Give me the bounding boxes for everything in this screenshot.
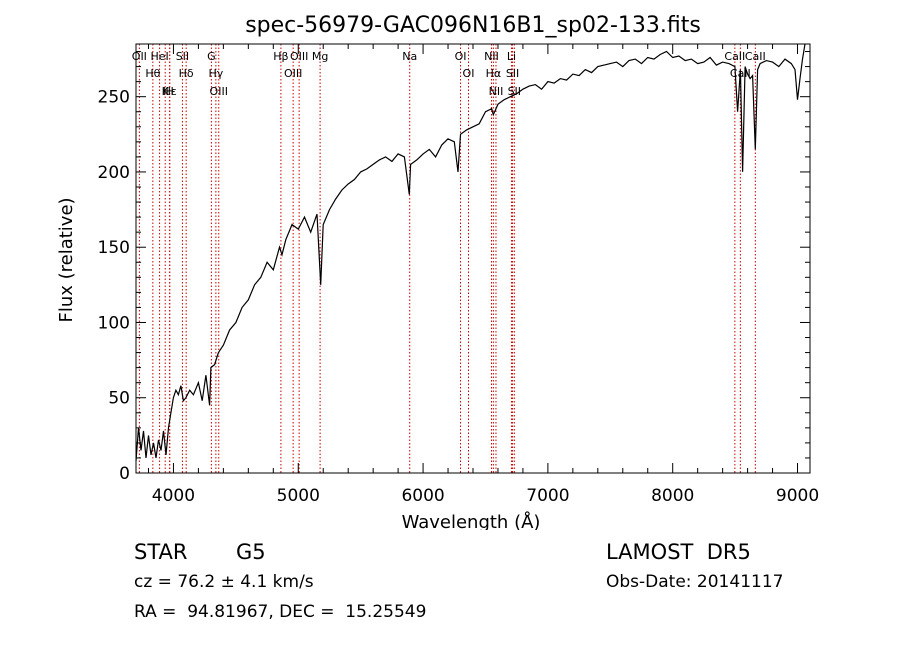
x-tick-label: 7000 xyxy=(526,486,569,506)
sky-coordinates: RA = 94.81967, DEC = 15.25549 xyxy=(134,602,427,622)
x-tick-label: 6000 xyxy=(401,486,444,506)
spectral-line-markers xyxy=(138,44,756,473)
plot-frame xyxy=(135,43,811,474)
y-tick-label: 50 xyxy=(108,389,130,409)
survey-name: LAMOST DR5 xyxy=(606,540,751,564)
x-tick-label: 8000 xyxy=(651,486,694,506)
marker-label: OIII xyxy=(290,50,308,63)
marker-label: Na xyxy=(402,50,417,63)
marker-label: Li xyxy=(507,50,516,63)
axis-ticks xyxy=(136,44,810,474)
y-tick-label: 200 xyxy=(98,163,130,183)
spectrum-chart: spec-56979-GAC096N16B1_sp02-133.fits OII… xyxy=(56,13,820,530)
marker-label: OI xyxy=(463,67,475,80)
marker-label: K xyxy=(162,85,170,98)
y-tick-label: 150 xyxy=(98,238,130,258)
object-class: STAR xyxy=(134,540,188,564)
marker-label: Hε xyxy=(163,85,177,98)
x-tick-label: 4000 xyxy=(152,486,195,506)
x-tick-label: 5000 xyxy=(277,486,320,506)
marker-label: NII xyxy=(484,50,499,63)
marker-label: OI xyxy=(455,50,467,63)
marker-label: NII xyxy=(489,85,504,98)
marker-label: OIII xyxy=(284,67,302,80)
marker-label: SII xyxy=(176,50,189,63)
marker-label: H xyxy=(166,85,174,98)
marker-label: Hγ xyxy=(208,67,223,80)
marker-label: Hα xyxy=(486,67,502,80)
observation-date: Obs-Date: 20141117 xyxy=(606,572,784,592)
spectrum-line xyxy=(135,43,806,462)
marker-label: Hθ xyxy=(145,67,160,80)
x-tick-label: 9000 xyxy=(776,486,819,506)
marker-label: G xyxy=(207,50,216,63)
x-axis-label: Wavelength (Å) xyxy=(402,511,541,530)
marker-label: HeI xyxy=(150,50,168,63)
marker-label: CaII xyxy=(724,50,745,63)
marker-label: Mg xyxy=(312,50,328,63)
marker-label: Hβ xyxy=(273,50,288,63)
y-axis-label: Flux (relative) xyxy=(56,197,77,322)
marker-label: SII xyxy=(508,85,521,98)
axis-tick-labels: 4000 5000 6000 7000 8000 9000 0 50 100 150 200 250 xyxy=(98,88,820,506)
y-tick-label: 100 xyxy=(98,313,130,333)
marker-label: OIII xyxy=(210,85,228,98)
marker-label: SII xyxy=(506,67,519,80)
marker-label: CaII xyxy=(745,50,766,63)
chart-title: spec-56979-GAC096N16B1_sp02-133.fits xyxy=(245,13,701,38)
marker-label: Hδ xyxy=(179,67,194,80)
y-tick-label: 0 xyxy=(119,464,130,484)
redshift-value: cz = 76.2 ± 4.1 km/s xyxy=(134,572,314,592)
object-subclass: G5 xyxy=(236,540,266,564)
y-tick-label: 250 xyxy=(98,88,130,108)
